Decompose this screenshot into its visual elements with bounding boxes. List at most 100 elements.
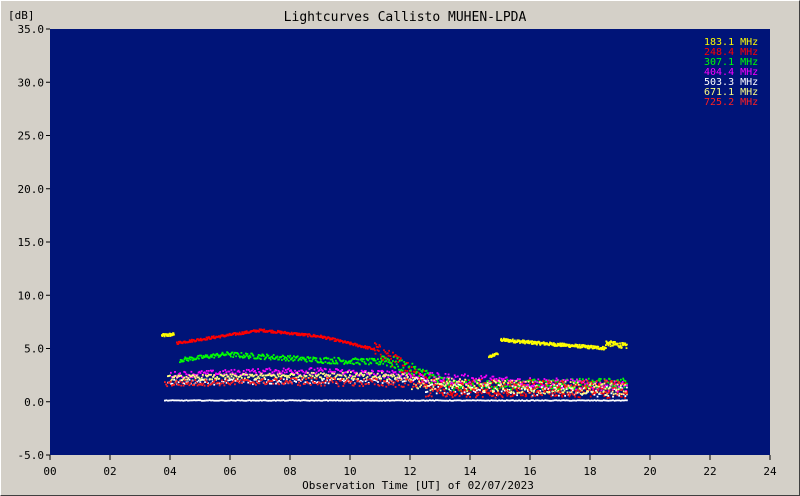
data-point: [586, 383, 589, 386]
data-point: [307, 335, 309, 338]
data-point: [546, 384, 549, 387]
data-point: [555, 399, 557, 402]
data-point: [500, 385, 503, 388]
data-point: [622, 342, 625, 344]
data-point: [524, 399, 527, 402]
data-point: [261, 375, 264, 377]
data-point: [581, 388, 584, 391]
data-point: [562, 392, 564, 395]
data-point: [369, 372, 372, 375]
data-point: [439, 389, 442, 392]
data-point: [299, 356, 302, 359]
data-point: [393, 375, 396, 377]
data-point: [499, 393, 502, 396]
data-point: [456, 393, 458, 395]
data-point: [458, 399, 460, 402]
data-point: [582, 399, 585, 402]
data-point: [177, 374, 180, 377]
data-point: [245, 332, 247, 335]
data-point: [422, 385, 425, 388]
data-point: [478, 379, 481, 382]
data-point: [429, 373, 432, 376]
data-point: [353, 358, 356, 360]
data-point: [482, 391, 484, 393]
data-point: [329, 358, 332, 361]
data-point: [317, 370, 320, 372]
data-point: [262, 354, 265, 356]
data-point: [504, 380, 506, 382]
data-point: [505, 390, 507, 393]
data-point: [421, 399, 423, 402]
data-point: [263, 370, 266, 373]
data-point: [220, 382, 222, 385]
data-point: [601, 383, 604, 385]
data-point: [320, 361, 323, 364]
legend-entry: 183.1 MHz: [704, 37, 758, 48]
data-point: [273, 374, 276, 377]
data-point: [357, 378, 359, 380]
data-point: [305, 358, 307, 361]
data-point: [341, 371, 344, 374]
data-point: [236, 378, 239, 380]
data-point: [230, 378, 233, 381]
data-point: [588, 381, 591, 384]
data-point: [440, 376, 442, 379]
data-point: [378, 370, 380, 373]
data-point: [617, 342, 619, 345]
data-point: [268, 367, 271, 370]
data-point: [185, 375, 188, 378]
data-point: [304, 359, 307, 362]
data-point: [399, 357, 402, 360]
data-point: [585, 378, 587, 381]
data-point: [287, 375, 289, 377]
data-point: [455, 399, 457, 402]
data-point: [471, 380, 474, 383]
data-point: [502, 378, 505, 380]
data-point: [418, 375, 421, 377]
data-point: [252, 381, 255, 384]
data-point: [385, 385, 388, 388]
data-point: [421, 381, 423, 383]
data-point: [446, 376, 449, 379]
data-point: [316, 374, 319, 377]
data-point: [419, 382, 421, 385]
data-point: [397, 361, 400, 363]
data-point: [539, 386, 542, 388]
data-point: [299, 334, 301, 337]
data-point: [570, 391, 573, 393]
data-point: [581, 385, 584, 388]
data-point: [188, 340, 191, 343]
data-point: [411, 380, 413, 383]
data-point: [595, 381, 598, 384]
data-point: [302, 370, 305, 373]
data-point: [252, 383, 254, 386]
data-point: [362, 371, 365, 374]
data-point: [469, 391, 472, 394]
data-point: [169, 335, 172, 337]
data-point: [181, 381, 184, 384]
data-point: [577, 383, 580, 386]
data-point: [195, 374, 198, 377]
data-point: [507, 390, 510, 392]
data-point: [593, 387, 595, 389]
data-point: [297, 384, 299, 386]
y-axis: -5.00.05.010.015.020.025.030.035.0: [18, 23, 50, 462]
data-point: [501, 396, 504, 398]
data-point: [231, 399, 234, 402]
data-point: [324, 361, 327, 363]
data-point: [276, 379, 278, 382]
data-point: [551, 390, 554, 393]
data-point: [288, 376, 290, 379]
data-point: [254, 370, 256, 372]
data-point: [615, 383, 618, 386]
data-point: [508, 382, 511, 385]
data-point: [536, 381, 539, 384]
data-point: [438, 382, 441, 385]
data-point: [558, 394, 560, 397]
data-point: [232, 380, 235, 382]
data-point: [242, 399, 245, 402]
data-point: [200, 370, 203, 372]
data-point: [465, 383, 467, 385]
data-point: [198, 370, 201, 373]
